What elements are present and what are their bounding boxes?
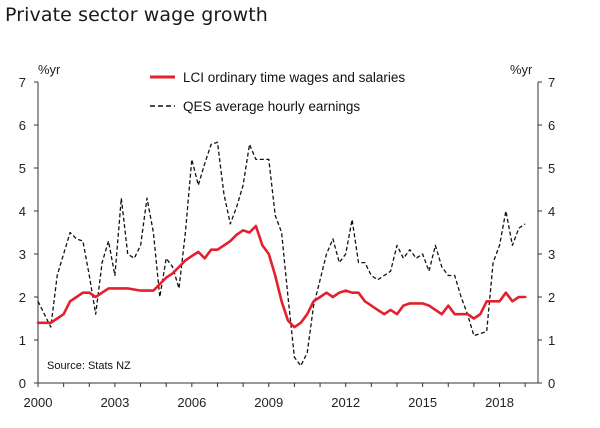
y-tick-label-left: 2 bbox=[19, 290, 26, 305]
x-tick-label: 2000 bbox=[24, 395, 53, 410]
x-tick-label: 2006 bbox=[177, 395, 206, 410]
y-unit-left: %yr bbox=[38, 62, 61, 77]
series-layer bbox=[36, 141, 527, 367]
y-tick-label-left: 7 bbox=[19, 75, 26, 90]
legend: LCI ordinary time wages and salaries QES… bbox=[150, 70, 405, 114]
legend-label-qes: QES average hourly earnings bbox=[183, 99, 360, 114]
y-tick-label-right: 1 bbox=[548, 333, 555, 348]
axes: 0 0 1 1 2 2 3 3 4 4 5 5 6 6 7 7 2000 2003 2006 2009 2012 2015… bbox=[19, 75, 555, 410]
x-tick-label: 2018 bbox=[485, 395, 514, 410]
y-tick-label-right: 3 bbox=[548, 247, 555, 262]
y-unit-right: %yr bbox=[510, 62, 533, 77]
y-tick-label-left: 4 bbox=[19, 204, 26, 219]
legend-label-lci: LCI ordinary time wages and salaries bbox=[183, 70, 405, 85]
x-tick-label: 2009 bbox=[254, 395, 283, 410]
y-tick-label-left: 3 bbox=[19, 247, 26, 262]
x-tick-label: 2003 bbox=[100, 395, 129, 410]
y-tick-label-left: 6 bbox=[19, 118, 26, 133]
y-tick-label-right: 0 bbox=[548, 376, 555, 391]
y-tick-label-right: 2 bbox=[548, 290, 555, 305]
y-tick-label-right: 5 bbox=[548, 161, 555, 176]
x-tick-label: 2012 bbox=[331, 395, 360, 410]
y-tick-label-right: 7 bbox=[548, 75, 555, 90]
source-note: Source: Stats NZ bbox=[47, 360, 131, 372]
y-tick-label-right: 6 bbox=[548, 118, 555, 133]
chart-title: Private sector wage growth bbox=[5, 4, 268, 26]
y-tick-label-right: 4 bbox=[548, 204, 555, 219]
y-tick-label-left: 5 bbox=[19, 161, 26, 176]
series-line-lci bbox=[36, 224, 527, 329]
x-tick-label: 2015 bbox=[408, 395, 437, 410]
y-tick-label-left: 1 bbox=[19, 333, 26, 348]
y-tick-label-left: 0 bbox=[19, 376, 26, 391]
series-line-qes bbox=[37, 141, 526, 367]
